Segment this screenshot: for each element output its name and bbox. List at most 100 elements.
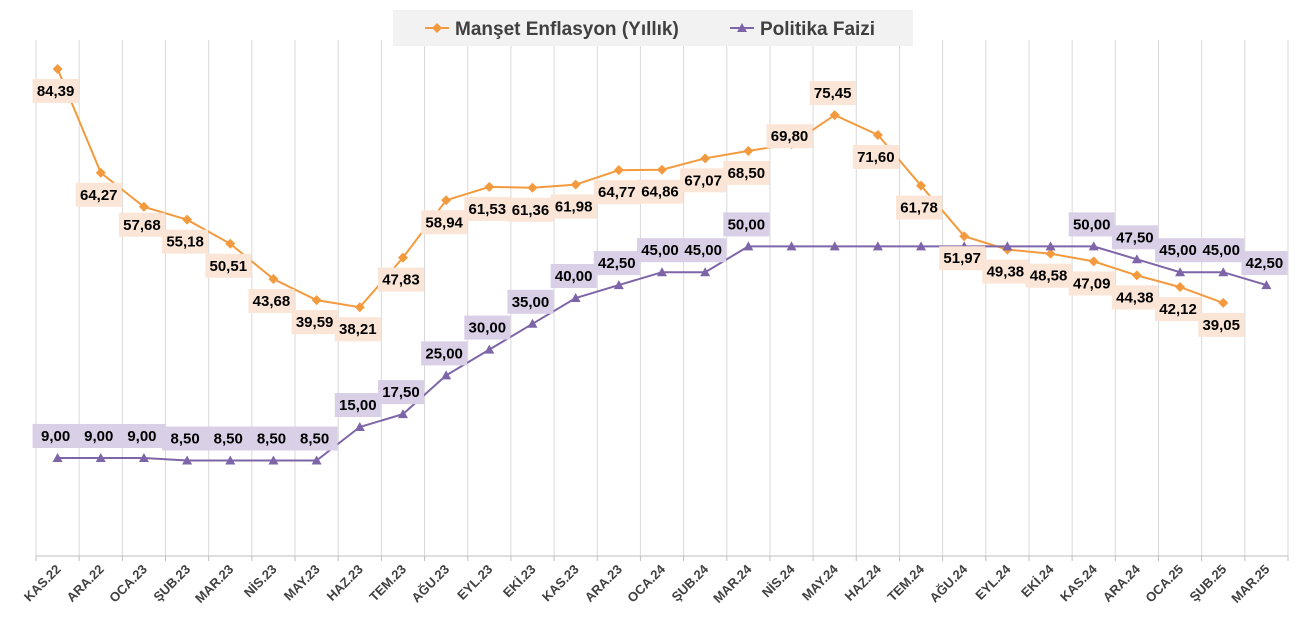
data-label-background: [1068, 212, 1115, 237]
data-point-marker: [872, 241, 883, 251]
data-point-marker: [268, 455, 279, 465]
data-point-marker: [613, 165, 624, 176]
data-label: 38,21: [339, 321, 377, 338]
series-line: [56, 68, 1224, 309]
x-tick-label: ARA.23: [582, 562, 625, 605]
x-tick-label: EKİ.24: [1018, 561, 1057, 600]
data-label-background: [1241, 251, 1288, 276]
data-point-marker: [95, 452, 106, 462]
x-tick-label: ARA.24: [1100, 561, 1144, 605]
data-point-marker: [95, 167, 106, 178]
x-tick-label: ARA.22: [64, 562, 107, 605]
data-label-background: [550, 264, 597, 288]
data-label: 47,50: [1116, 229, 1154, 246]
data-point-marker: [225, 455, 236, 465]
data-label: 8,50: [214, 431, 243, 448]
data-label-background: [507, 197, 554, 222]
x-tick-label: ŞUB.24: [668, 561, 711, 604]
x-tick-label: ŞUB.25: [1187, 562, 1230, 605]
data-point-marker: [354, 422, 365, 431]
data-point-marker: [657, 164, 667, 175]
data-label-background: [75, 182, 122, 207]
data-label-background: [421, 210, 468, 235]
data-label: 45,00: [684, 242, 722, 259]
data-point-marker: [52, 63, 63, 74]
data-point-marker: [311, 295, 322, 306]
x-tick-label: KAS.22: [21, 562, 64, 605]
data-label-background: [939, 246, 986, 271]
data-point-marker: [1175, 282, 1186, 293]
x-tick-label: OCA.25: [1142, 562, 1186, 606]
data-label: 25,00: [425, 345, 463, 362]
data-point-marker: [1131, 254, 1142, 264]
data-label: 9,00: [41, 428, 70, 445]
data-point-marker: [1045, 248, 1056, 259]
x-tick-label: MAR.25: [1228, 562, 1272, 606]
data-label-background: [1198, 238, 1245, 263]
data-point-marker: [441, 195, 452, 206]
data-point-marker: [916, 241, 927, 251]
data-label: 45,00: [641, 242, 679, 259]
data-label-background: [637, 179, 683, 204]
data-point-marker: [570, 293, 581, 302]
data-label: 8,50: [171, 431, 200, 448]
data-point-marker: [1045, 241, 1056, 251]
data-label: 68,50: [728, 165, 766, 182]
data-point-marker: [959, 231, 970, 242]
data-label: 40,00: [555, 268, 593, 285]
data-label: 50,00: [728, 216, 766, 233]
data-point-marker: [829, 110, 840, 121]
data-point-marker: [829, 241, 840, 251]
data-label-background: [637, 238, 683, 263]
data-label-background: [248, 426, 295, 451]
data-label: 9,00: [84, 428, 113, 445]
data-point-marker: [1088, 241, 1099, 251]
data-label-background: [421, 341, 468, 366]
data-label: 45,00: [1202, 242, 1240, 259]
data-point-marker: [484, 344, 495, 354]
data-label: 58,94: [425, 214, 463, 231]
data-label: 57,68: [123, 217, 161, 234]
x-tick-label: MAR.23: [192, 562, 236, 606]
data-point-marker: [613, 280, 624, 290]
x-tick-label: ŞUB.23: [150, 562, 193, 605]
data-label: 51,97: [943, 250, 981, 267]
data-point-marker: [441, 370, 452, 380]
data-label-background: [766, 124, 813, 149]
data-label: 61,78: [900, 200, 938, 217]
data-label-background: [507, 289, 554, 314]
data-label-background: [334, 317, 381, 342]
data-label: 8,50: [300, 431, 329, 448]
x-tick-label: HAZ.24: [842, 561, 885, 604]
data-label-background: [162, 229, 209, 254]
data-label-background: [248, 289, 295, 314]
data-label: 50,00: [1073, 216, 1111, 233]
data-point-marker: [700, 153, 711, 164]
data-label-background: [723, 212, 770, 237]
data-point-marker: [527, 318, 538, 328]
legend-marker: [432, 23, 442, 33]
x-tick-label: NİS.23: [241, 562, 280, 601]
data-label-background: [593, 180, 640, 205]
data-point-marker: [1218, 267, 1229, 277]
data-label: 39,05: [1202, 317, 1240, 334]
data-label-background: [1198, 312, 1245, 337]
data-point-marker: [743, 241, 754, 251]
data-label-background: [982, 259, 1029, 284]
data-point-marker: [397, 252, 408, 263]
data-label: 55,18: [166, 234, 204, 251]
data-label-background: [1111, 285, 1158, 310]
data-point-marker: [1131, 270, 1142, 281]
data-label: 39,59: [296, 314, 334, 331]
data-label-background: [1155, 297, 1202, 322]
data-label-background: [1025, 263, 1072, 288]
data-label-background: [32, 78, 79, 103]
data-label: 67,07: [684, 172, 722, 189]
data-label-background: [680, 238, 727, 263]
data-label: 61,98: [555, 199, 593, 216]
series-lines: [52, 63, 1272, 465]
data-label: 69,80: [771, 128, 809, 145]
data-point-marker: [570, 179, 581, 190]
